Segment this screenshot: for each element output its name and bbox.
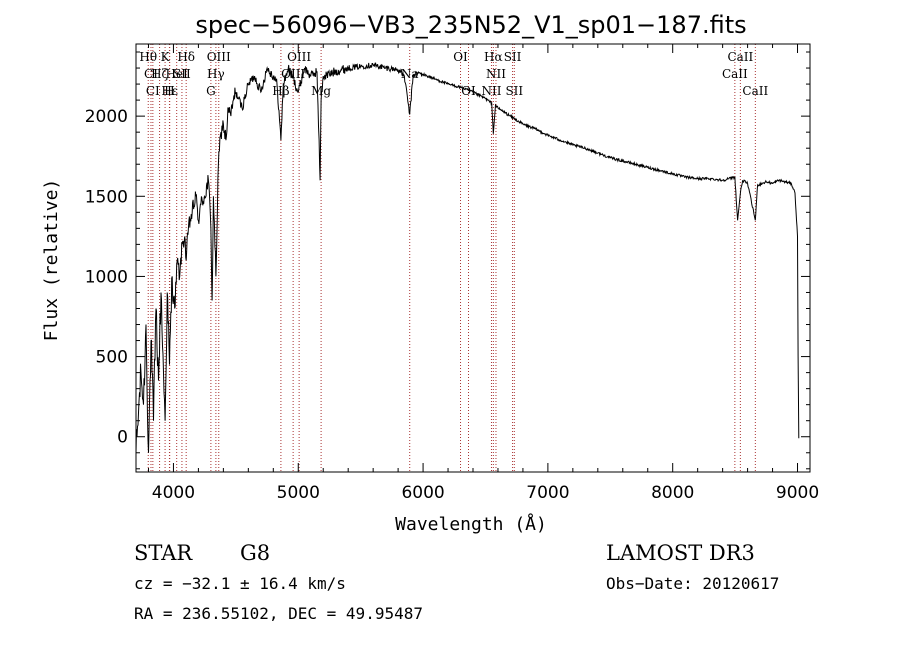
spectral-line-label: HeI [166, 67, 189, 81]
spectral-line-labels: HθCICIHζKHHεHeISIIHδGHγOIIIHβOIIIOIIIMgN… [139, 50, 768, 98]
spectral-line-label: CI [146, 84, 160, 98]
spectrum-line [135, 62, 800, 453]
coordinates-readout: RA = 236.55102, DEC = 49.95487 [134, 604, 423, 623]
x-tick-label: 7000 [526, 483, 569, 503]
spectral-line-label: Hζ [151, 67, 168, 81]
spectral-line-label: OIII [287, 50, 311, 64]
spectral-line-label: CI [144, 67, 158, 81]
spectral-line-label: NII [481, 84, 501, 98]
spectral-line-label: G [206, 84, 216, 98]
spectral-line-label: CaII [722, 67, 748, 81]
x-tick-label: 8000 [651, 483, 694, 503]
spectral-line-label: NII [486, 67, 506, 81]
spectral-line-label: CaII [727, 50, 753, 64]
y-tick-label: 1000 [85, 267, 128, 287]
redshift-readout: cz = −32.1 ± 16.4 km/s [134, 574, 346, 593]
y-tick-label: 1500 [85, 187, 128, 207]
spectral-line-label: SII [505, 84, 523, 98]
x-axis-label: Wavelength (Å) [395, 513, 547, 535]
observation-date: Obs−Date: 20120617 [606, 574, 780, 593]
spectral-line-label: OI [453, 50, 468, 64]
chart-title: spec−56096−VB3_235N52_V1_sp01−187.fits [195, 11, 746, 39]
plot-frame [135, 43, 811, 473]
y-tick-label: 2000 [85, 107, 128, 127]
axis-ticks: 4000 5000 6000 7000 8000 9000 0 500 1000 1500 2000 [85, 44, 819, 503]
spectral-line-label: Na [401, 67, 419, 81]
object-class: STAR [134, 541, 193, 565]
x-tick-label: 9000 [776, 483, 819, 503]
y-tick-label: 500 [96, 348, 128, 368]
x-tick-label: 5000 [277, 483, 320, 503]
x-tick-label: 6000 [401, 483, 444, 503]
y-axis-label: Flux (relative) [41, 179, 62, 342]
survey-label: LAMOST DR3 [606, 541, 755, 565]
object-subclass: G8 [240, 541, 271, 565]
spectral-line-label: Hε [161, 84, 178, 98]
spectral-line-label: H [164, 84, 174, 98]
spectral-line-label: OIII [207, 50, 231, 64]
spectral-line-markers [147, 44, 756, 472]
spectral-line-label: Hβ [272, 84, 289, 98]
spectral-line-label: Hγ [207, 67, 225, 81]
spectral-line-label: Hα [484, 50, 503, 64]
y-tick-label: 0 [117, 428, 128, 448]
x-tick-label: 4000 [152, 483, 195, 503]
spectral-line-label: OIII [281, 67, 305, 81]
spectral-line-label: K [161, 50, 171, 64]
spectral-line-label: Hδ [177, 50, 195, 64]
spectral-line-label: SII [504, 50, 522, 64]
spectral-line-label: Hθ [139, 50, 157, 64]
spectral-line-label: CaII [742, 84, 768, 98]
spectral-line-label: SII [173, 67, 191, 81]
